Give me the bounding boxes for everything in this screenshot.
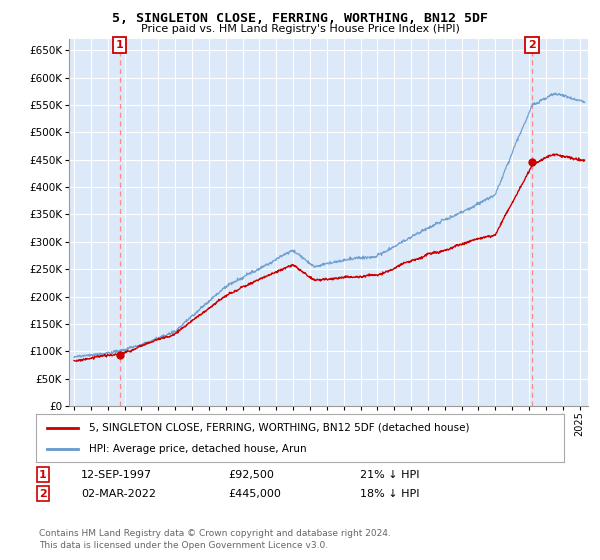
Text: 5, SINGLETON CLOSE, FERRING, WORTHING, BN12 5DF: 5, SINGLETON CLOSE, FERRING, WORTHING, B… — [112, 12, 488, 25]
Text: 21% ↓ HPI: 21% ↓ HPI — [360, 470, 419, 480]
Text: 18% ↓ HPI: 18% ↓ HPI — [360, 489, 419, 499]
Text: 2: 2 — [39, 489, 47, 499]
Text: 2: 2 — [528, 40, 536, 50]
Text: Price paid vs. HM Land Registry's House Price Index (HPI): Price paid vs. HM Land Registry's House … — [140, 24, 460, 34]
Text: Contains HM Land Registry data © Crown copyright and database right 2024.
This d: Contains HM Land Registry data © Crown c… — [39, 529, 391, 550]
Text: 12-SEP-1997: 12-SEP-1997 — [81, 470, 152, 480]
Text: 5, SINGLETON CLOSE, FERRING, WORTHING, BN12 5DF (detached house): 5, SINGLETON CLOSE, FERRING, WORTHING, B… — [89, 423, 469, 433]
Text: HPI: Average price, detached house, Arun: HPI: Average price, detached house, Arun — [89, 444, 307, 454]
Text: £92,500: £92,500 — [228, 470, 274, 480]
Text: 02-MAR-2022: 02-MAR-2022 — [81, 489, 156, 499]
Text: 1: 1 — [39, 470, 47, 480]
Text: £445,000: £445,000 — [228, 489, 281, 499]
Text: 1: 1 — [116, 40, 124, 50]
